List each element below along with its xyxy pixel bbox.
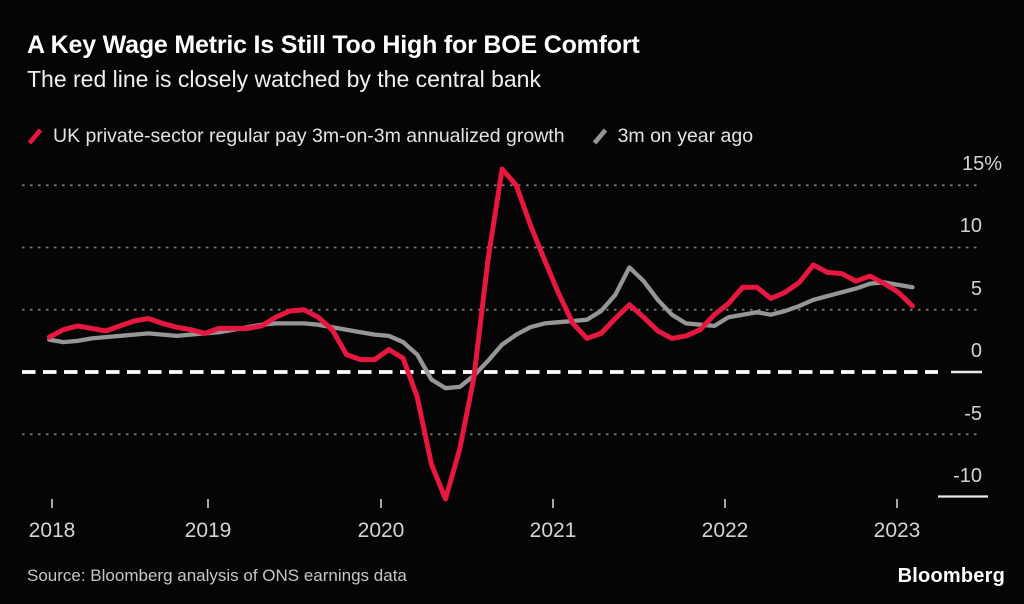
- x-axis-label-2019: 2019: [184, 519, 232, 542]
- series-line-3m-on-3m-annualized: [46, 166, 915, 502]
- y-axis-label-neg5: -5: [964, 403, 982, 425]
- legend: UK private-sector regular pay 3m-on-3m a…: [26, 125, 753, 148]
- x-axis-label-2020: 2020: [357, 519, 405, 542]
- legend-item-red-series: UK private-sector regular pay 3m-on-3m a…: [26, 125, 565, 148]
- source-note: Source: Bloomberg analysis of ONS earnin…: [27, 566, 407, 585]
- red-slash-icon: [27, 128, 43, 145]
- x-axis-label-2018: 2018: [28, 519, 76, 542]
- y-axis-label-0: 0: [970, 340, 982, 362]
- legend-label-red-series: UK private-sector regular pay 3m-on-3m a…: [53, 125, 565, 147]
- y-axis-label-10: 10: [959, 215, 982, 237]
- y-axis-label-neg10: -10: [953, 465, 982, 487]
- y-axis-label-15: 15%: [961, 153, 1002, 175]
- bloomberg-logo: Bloomberg: [897, 565, 1005, 587]
- legend-label-gray-series: 3m on year ago: [617, 125, 754, 147]
- page-title: A Key Wage Metric Is Still Too High for …: [27, 31, 640, 59]
- x-axis-label-2021: 2021: [529, 519, 577, 542]
- y-axis-label-5: 5: [970, 278, 982, 300]
- x-axis-label-2023: 2023: [873, 519, 921, 542]
- x-axis-label-2022: 2022: [701, 519, 749, 542]
- legend-item-gray-series: 3m on year ago: [591, 125, 754, 148]
- series-line-3m-on-year-ago: [47, 265, 915, 391]
- gray-slash-icon: [592, 128, 607, 145]
- page-subtitle: The red line is closely watched by the c…: [27, 66, 541, 92]
